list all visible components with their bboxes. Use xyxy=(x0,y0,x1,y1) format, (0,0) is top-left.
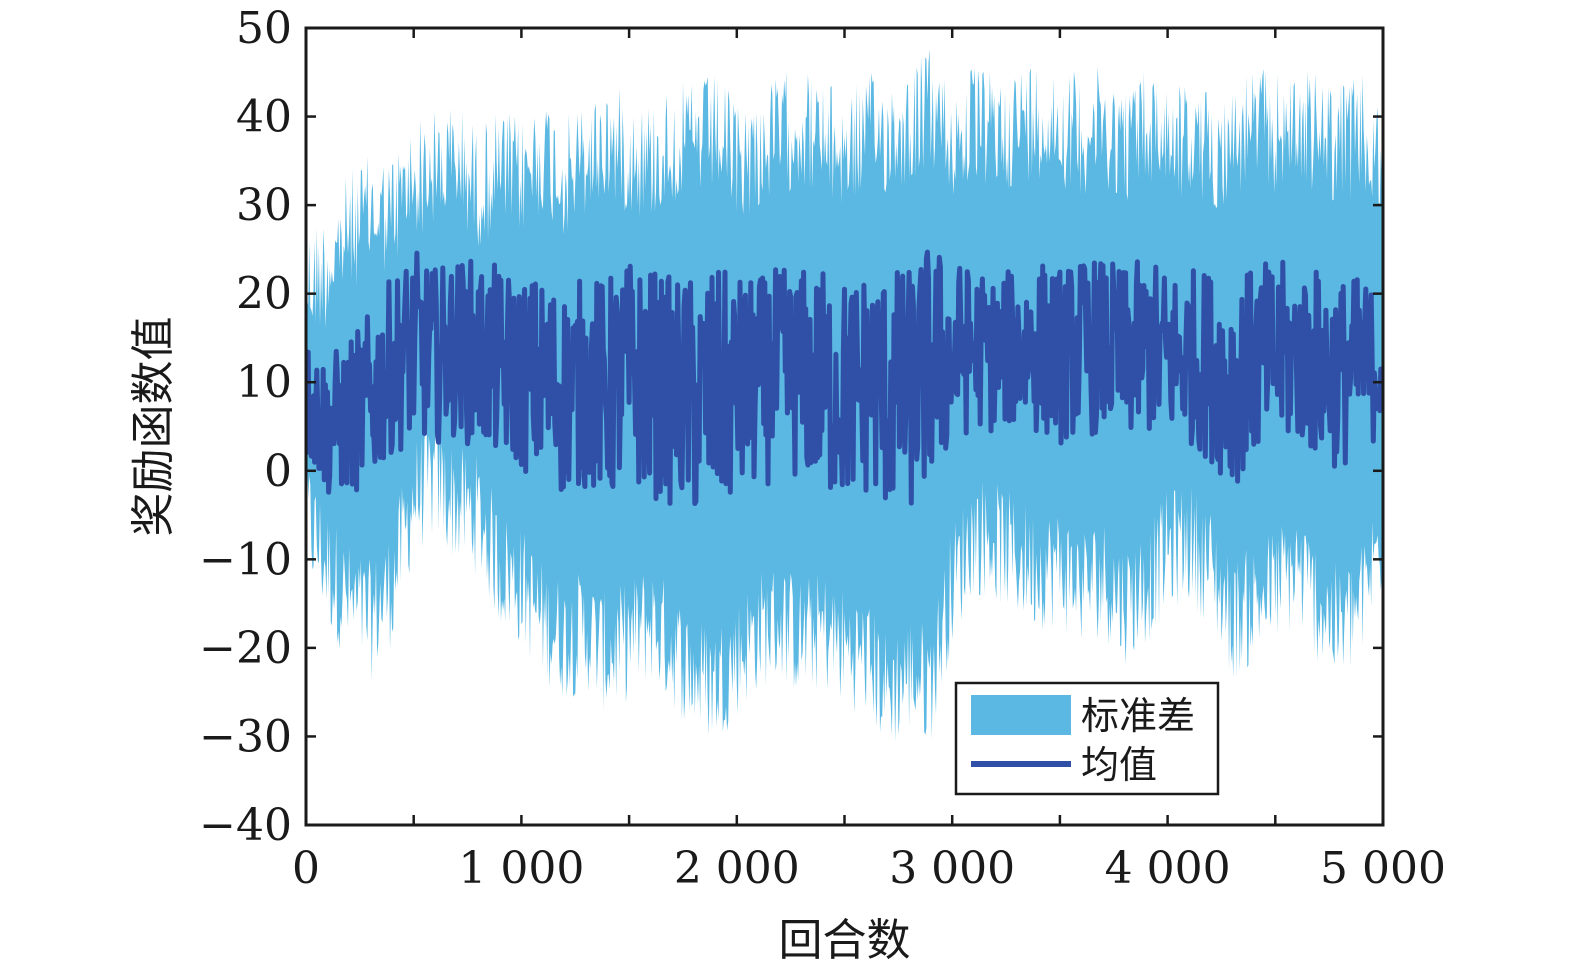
x-tick-label: 4 000 xyxy=(1105,843,1231,894)
y-tick-label: −30 xyxy=(199,711,292,762)
y-tick-label: 40 xyxy=(236,92,292,143)
x-tick-label: 5 000 xyxy=(1320,843,1446,894)
y-tick-label: −40 xyxy=(199,800,292,851)
y-tick-label: 10 xyxy=(236,357,292,408)
x-axis-title: 回合数 xyxy=(779,915,911,966)
y-tick-label: 30 xyxy=(236,180,292,231)
y-tick-label: −20 xyxy=(199,623,292,674)
x-tick-label: 3 000 xyxy=(889,843,1015,894)
y-tick-label: −10 xyxy=(199,534,292,585)
x-tick-label: 0 xyxy=(292,843,320,894)
y-tick-label: 50 xyxy=(236,3,292,54)
x-tick-label: 2 000 xyxy=(674,843,800,894)
mean-line xyxy=(306,249,1383,506)
mean-line-layer xyxy=(306,249,1383,506)
x-tick-label: 1 000 xyxy=(458,843,584,894)
legend: 标准差 均值 xyxy=(954,681,1220,796)
tick-labels-layer: 0 1 000 2 000 3 000 4 000 5 000 −40 −30 −20 −10 0 1… xyxy=(199,3,1446,894)
y-tick-label: 20 xyxy=(236,269,292,320)
ticks-layer xyxy=(304,26,1385,827)
legend-band-label: 标准差 xyxy=(1081,694,1195,738)
y-axis-title: 奖励函数值 xyxy=(128,317,179,537)
y-tick-label: 0 xyxy=(264,446,292,497)
legend-line-label: 均值 xyxy=(1081,743,1157,787)
legend-band-swatch xyxy=(971,695,1071,735)
